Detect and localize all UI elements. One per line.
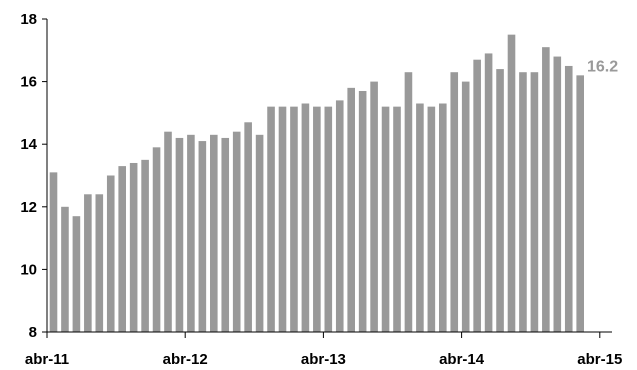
- bar-42: [530, 72, 539, 333]
- bar-1: [61, 206, 69, 332]
- bar-32: [416, 103, 424, 332]
- bar-40: [507, 34, 516, 333]
- bar-11: [175, 137, 184, 332]
- bar-35: [450, 72, 459, 333]
- bar-36: [461, 81, 470, 332]
- y-tick-label-1: 10: [20, 261, 37, 278]
- y-axis-labels: 8 10 12 14 16 18: [20, 11, 37, 341]
- bar-28: [370, 81, 378, 332]
- y-tick-label-5: 18: [20, 11, 37, 28]
- bar-5: [106, 175, 115, 332]
- x-tick-label-0: abr-11: [25, 351, 69, 368]
- bar-18: [255, 134, 264, 332]
- bar-29: [381, 106, 390, 332]
- x-tick-label-1: abr-12: [163, 351, 208, 368]
- y-tick-label-0: 8: [29, 324, 37, 341]
- bar-46: [576, 75, 584, 332]
- bar-2: [72, 216, 81, 332]
- bar-23: [313, 106, 321, 332]
- bar-43: [542, 47, 550, 333]
- bar-10: [164, 131, 172, 332]
- bar-0: [49, 172, 58, 332]
- bar-22: [301, 103, 310, 332]
- bar-41: [519, 72, 527, 333]
- bar-25: [335, 100, 344, 332]
- x-tick-label-2: abr-13: [301, 351, 346, 368]
- y-tick-label-4: 16: [20, 74, 37, 91]
- bar-37: [473, 59, 481, 332]
- bar-27: [358, 90, 367, 333]
- x-axis-labels: abr-11 abr-12 abr-13 abr-14 abr-15: [25, 351, 622, 368]
- last-value-label: 16.2: [587, 58, 618, 75]
- bar-45: [564, 65, 573, 332]
- bar-20: [278, 106, 287, 332]
- bar-3: [84, 194, 92, 332]
- bar-4: [95, 194, 104, 332]
- bar-44: [553, 56, 562, 333]
- bar-26: [347, 87, 355, 332]
- x-tick-label-4: abr-15: [577, 351, 622, 368]
- x-axis-ticks: [46, 332, 601, 338]
- bar-24: [324, 106, 333, 332]
- bar-7: [129, 162, 138, 332]
- bar-19: [267, 106, 275, 332]
- bar-13: [198, 141, 207, 332]
- bar-21: [290, 106, 298, 332]
- bar-17: [244, 122, 252, 332]
- bars: [49, 34, 584, 333]
- y-tick-label-3: 14: [20, 136, 37, 153]
- bar-12: [187, 134, 195, 332]
- x-tick-label-3: abr-14: [439, 351, 485, 368]
- bar-16: [232, 131, 241, 332]
- bar-31: [404, 72, 413, 333]
- bar-34: [439, 103, 447, 332]
- bar-38: [484, 53, 493, 333]
- bar-33: [427, 106, 436, 332]
- y-tick-label-2: 12: [20, 199, 37, 216]
- y-axis-ticks: [42, 18, 47, 333]
- bar-8: [141, 159, 149, 332]
- bar-15: [221, 137, 230, 332]
- bar-30: [393, 106, 401, 332]
- bar-14: [210, 134, 218, 332]
- bar-9: [152, 147, 161, 332]
- bar-6: [118, 166, 126, 332]
- bar-39: [496, 69, 504, 332]
